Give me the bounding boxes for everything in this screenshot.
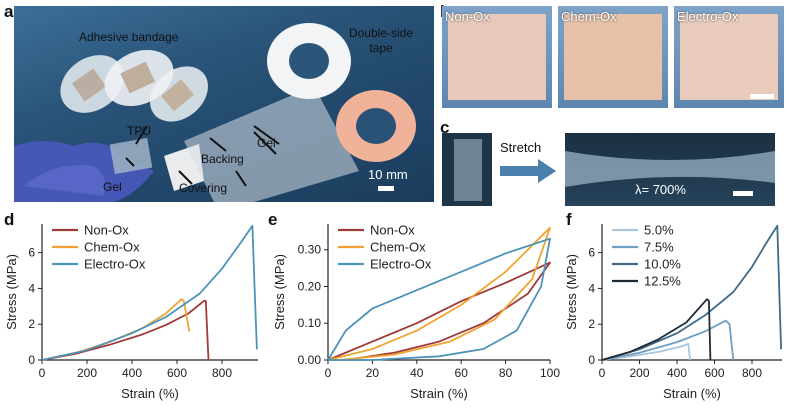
- series-line: [327, 261, 551, 361]
- annotation-backing: Backing: [201, 152, 244, 166]
- series-line: [41, 300, 210, 361]
- x-tick-label: 400: [667, 366, 687, 380]
- film-sheet: [680, 14, 778, 100]
- axes: [41, 224, 258, 361]
- photo-bandage-and-tape: [14, 6, 434, 202]
- x-tick-label: 0: [39, 366, 46, 380]
- series-line: [601, 298, 712, 361]
- panel-a-label: a: [4, 2, 14, 21]
- stretched-gel-shape: [565, 151, 775, 196]
- legend-label: 5.0%: [644, 223, 674, 238]
- x-tick-label: 200: [77, 366, 97, 380]
- x-tick-label: 80: [499, 366, 513, 380]
- chart-e: 0 20 40 60 80 100 0.00 0.10 0.20 0.30 Strain (%) St…: [272, 223, 560, 402]
- y-tick-label: 2: [588, 317, 595, 331]
- strain-label: λ= 700%: [635, 182, 686, 197]
- annotation-double-side-tape: Double-side tape: [348, 26, 414, 55]
- x-tick-label: 800: [742, 366, 762, 380]
- y-tick-label: 0.00: [298, 353, 322, 367]
- y-tick-label: 6: [588, 246, 595, 260]
- x-axis-label: Strain (%): [121, 386, 179, 401]
- legend-label: 10.0%: [644, 257, 681, 272]
- film-non-ox: Non-Ox: [442, 6, 552, 108]
- axes: [327, 224, 550, 361]
- x-tick-label: 100: [540, 366, 560, 380]
- x-axis-label: Strain (%): [410, 386, 468, 401]
- y-tick-label: 0.10: [298, 316, 322, 330]
- annotation-gel-right: Gel: [257, 136, 276, 150]
- x-axis-label: Strain (%): [663, 386, 721, 401]
- x-tick-label: 600: [704, 366, 724, 380]
- photo-illustration: [14, 23, 416, 202]
- film-electro-ox: Electro-Ox: [674, 6, 784, 108]
- x-tick-label: 0: [325, 366, 332, 380]
- annotation-covering: Covering: [179, 181, 228, 195]
- y-axis-label: Stress (MPa): [564, 254, 579, 330]
- y-tick-label: 6: [28, 246, 35, 260]
- x-tick-label: 40: [410, 366, 424, 380]
- legend-label: Electro-Ox: [84, 257, 146, 272]
- axes: [601, 224, 782, 361]
- x-tick-label: 0: [599, 366, 606, 380]
- film-label: Chem-Ox: [561, 9, 617, 24]
- annotation-gel-left: Gel: [103, 180, 122, 194]
- x-tick-label: 400: [122, 366, 142, 380]
- panel-f-label: f: [566, 210, 572, 229]
- legend-label: Electro-Ox: [370, 257, 432, 272]
- y-tick-label: 4: [28, 281, 35, 295]
- gel-sample: [454, 139, 482, 201]
- series-line: [327, 237, 551, 361]
- chart-f: 0 200 400 600 800 0 2 4 6 Strain (%) Stress (MPa) 5…: [564, 223, 782, 401]
- y-axis-label: Stress (MPa): [4, 254, 19, 330]
- legend-label: 12.5%: [644, 274, 681, 289]
- series-line: [41, 224, 258, 361]
- photo-unstretched: [442, 133, 492, 206]
- chart-d: 0 200 400 600 800 0 2 4 6 Strain (%) Stress (MPa) N…: [4, 223, 258, 401]
- annotation-tpu: TPU: [127, 124, 151, 138]
- y-tick-label: 0.30: [298, 243, 322, 257]
- legend-label: Chem-Ox: [84, 240, 140, 255]
- legend-label: Non-Ox: [84, 223, 129, 238]
- panel-e-label: e: [268, 210, 278, 229]
- y-tick-label: 2: [28, 317, 35, 331]
- y-tick-label: 0.20: [298, 279, 322, 293]
- series-line: [41, 298, 191, 361]
- film-label: Non-Ox: [445, 9, 490, 24]
- y-tick-label: 0: [28, 353, 35, 367]
- series-line: [601, 343, 691, 361]
- series-line: [601, 319, 735, 361]
- scale-bar: [750, 94, 774, 99]
- x-tick-label: 800: [212, 366, 232, 380]
- film-label: Electro-Ox: [677, 9, 739, 24]
- scale-bar-label: 10 mm: [368, 167, 408, 182]
- photo-stretched: [565, 133, 775, 206]
- x-tick-label: 20: [366, 366, 380, 380]
- film-chem-ox: Chem-Ox: [558, 6, 668, 108]
- series-line: [327, 226, 551, 361]
- stretch-label: Stretch: [500, 140, 542, 155]
- y-axis-label: Stress (MPa): [272, 254, 287, 330]
- y-tick-label: 4: [588, 281, 595, 295]
- y-tick-label: 0: [588, 353, 595, 367]
- series-line: [601, 224, 782, 361]
- legend-label: Chem-Ox: [370, 240, 426, 255]
- arrow-right-icon: [500, 159, 556, 183]
- film-sheet: [448, 14, 546, 100]
- panel-d-label: d: [4, 210, 15, 229]
- film-sheet: [564, 14, 662, 100]
- legend-label: Non-Ox: [370, 223, 415, 238]
- annotation-adhesive-bandage: Adhesive bandage: [79, 30, 179, 44]
- x-tick-label: 600: [167, 366, 187, 380]
- panel-c-label: c: [440, 118, 450, 137]
- x-tick-label: 60: [455, 366, 469, 380]
- legend-label: 7.5%: [644, 240, 674, 255]
- x-tick-label: 200: [629, 366, 649, 380]
